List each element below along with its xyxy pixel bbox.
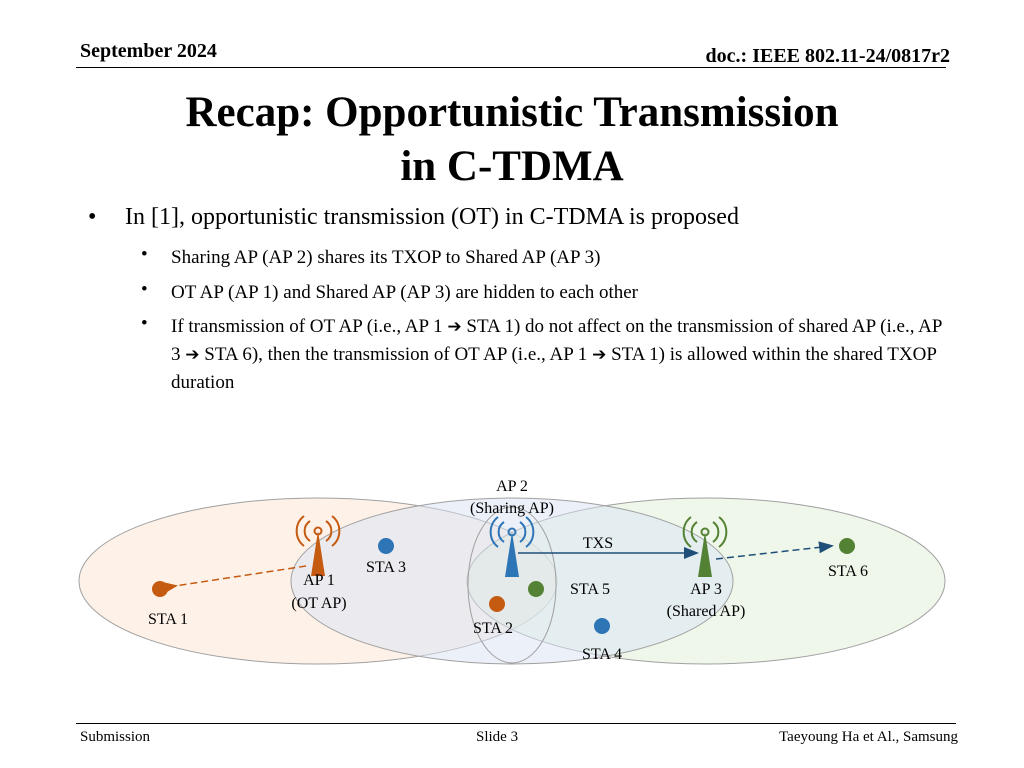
sta3-node (378, 538, 394, 554)
bullet-sub-2-marker: • (141, 279, 148, 300)
header-rule (76, 67, 946, 68)
sta2-label: STA 2 (473, 620, 513, 637)
ap3-name-label: AP 3 (690, 581, 722, 598)
sta3-label: STA 3 (366, 559, 406, 576)
sta4-label: STA 4 (582, 646, 622, 663)
ap2-coverage-area (290, 497, 734, 665)
footer-rule (76, 723, 956, 724)
bullet-main: In [1], opportunistic transmission (OT) … (125, 204, 739, 230)
slide-title: Recap: Opportunistic Transmission in C-T… (0, 86, 1024, 194)
header-date: September 2024 (80, 40, 217, 62)
title-line-1: Recap: Opportunistic Transmission (185, 89, 839, 136)
bullet-main-marker: • (88, 204, 97, 230)
header-doc-id: doc.: IEEE 802.11-24/0817r2 (705, 45, 950, 67)
inner-overlap-area (467, 506, 557, 664)
sta1-label: STA 1 (148, 611, 188, 628)
ap1-to-sta1-arrow (162, 565, 307, 594)
ap1-name-label: AP 1 (303, 572, 335, 589)
ap3-role-label: (Shared AP) (667, 603, 746, 620)
bullet-sub-3-part-d: STA 1) is allowed within the shared TXOP… (171, 344, 937, 393)
ap3-antenna-icon (682, 516, 728, 577)
bullet-sub-1: Sharing AP (AP 2) shares its TXOP to Sha… (171, 247, 601, 268)
footer-slide-number: Slide 3 (476, 729, 519, 745)
sta5-label: STA 5 (570, 581, 610, 598)
title-line-2: in C-TDMA (400, 143, 624, 190)
ap1-antenna-icon (295, 515, 341, 576)
sta2-node (489, 596, 505, 612)
footer-author: Taeyoung Ha et Al., Samsung (779, 729, 958, 745)
bullet-sub-3-part-a: If transmission of OT AP (i.e., AP 1 (171, 316, 448, 337)
ap1-role-label: (OT AP) (291, 595, 346, 612)
ap2-role-label: (Sharing AP) (470, 500, 554, 517)
bullet-sub-3: If transmission of OT AP (i.e., AP 1 ➔ S… (171, 313, 951, 396)
sta6-label: STA 6 (828, 563, 868, 580)
txs-label: TXS (583, 535, 613, 552)
ap2-name-label: AP 2 (496, 478, 528, 495)
ap3-to-sta6-arrow (715, 541, 834, 560)
sta6-node (839, 538, 855, 554)
arrow-icon: ➔ (592, 345, 607, 365)
bullet-sub-2: OT AP (AP 1) and Shared AP (AP 3) are hi… (171, 282, 638, 303)
arrow-icon: ➔ (185, 345, 200, 365)
bullet-sub-1-marker: • (141, 244, 148, 265)
sta1-node (152, 581, 168, 597)
arrow-icon: ➔ (447, 317, 462, 337)
ap2-antenna-icon (489, 516, 535, 577)
footer-submission: Submission (80, 729, 151, 745)
sta5-node (528, 581, 544, 597)
bullet-sub-3-part-c: STA 6), then the transmission of OT AP (… (199, 344, 593, 365)
sta4-node (594, 618, 610, 634)
bullet-sub-3-part-b: STA 1) do not affect on the transmission… (171, 316, 942, 365)
bullet-sub-3-marker: • (141, 313, 148, 334)
